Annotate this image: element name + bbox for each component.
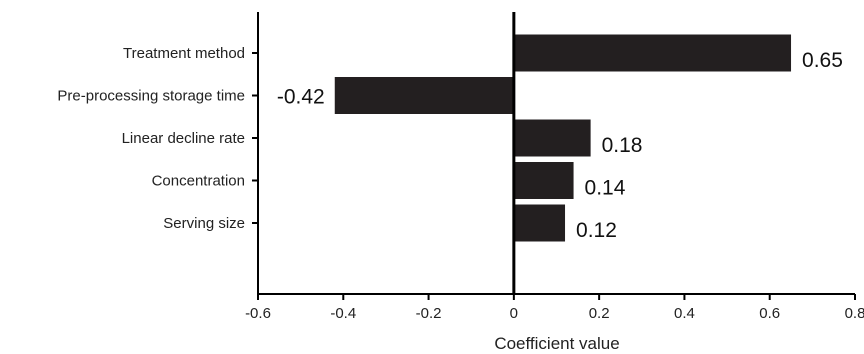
x-tick-label: 0.2 bbox=[589, 305, 610, 322]
x-tick-label: 0.6 bbox=[759, 305, 780, 322]
labels-layer: -0.6 -0.4 -0.2 0 0.2 0.4 0.6 0.8 Treatment metho… bbox=[57, 45, 864, 322]
category-label: Serving size bbox=[163, 215, 245, 232]
x-tick-label: -0.4 bbox=[330, 305, 356, 322]
category-label: Linear decline rate bbox=[122, 130, 245, 147]
data-label: 0.18 bbox=[602, 134, 643, 157]
data-label: 0.12 bbox=[576, 219, 617, 242]
bars-layer bbox=[334, 34, 792, 242]
bar bbox=[513, 204, 566, 242]
x-tick-label: 0.4 bbox=[674, 305, 695, 322]
category-label: Concentration bbox=[152, 173, 245, 190]
data-label: 0.65 bbox=[802, 49, 843, 72]
x-tick-label: 0 bbox=[510, 305, 518, 322]
bar bbox=[513, 119, 591, 157]
category-label: Treatment method bbox=[123, 45, 245, 62]
x-tick-label: -0.6 bbox=[245, 305, 271, 322]
x-axis-title: Coefficient value bbox=[494, 334, 619, 353]
data-label: 0.14 bbox=[585, 177, 626, 200]
bar bbox=[334, 77, 514, 114]
category-label: Pre-processing storage time bbox=[57, 88, 245, 105]
axes-layer bbox=[252, 12, 856, 300]
bar bbox=[513, 34, 792, 72]
bar bbox=[513, 162, 574, 199]
x-tick-label: -0.2 bbox=[416, 305, 442, 322]
data-label: -0.42 bbox=[277, 86, 325, 109]
x-tick-label: 0.8 bbox=[845, 305, 864, 322]
